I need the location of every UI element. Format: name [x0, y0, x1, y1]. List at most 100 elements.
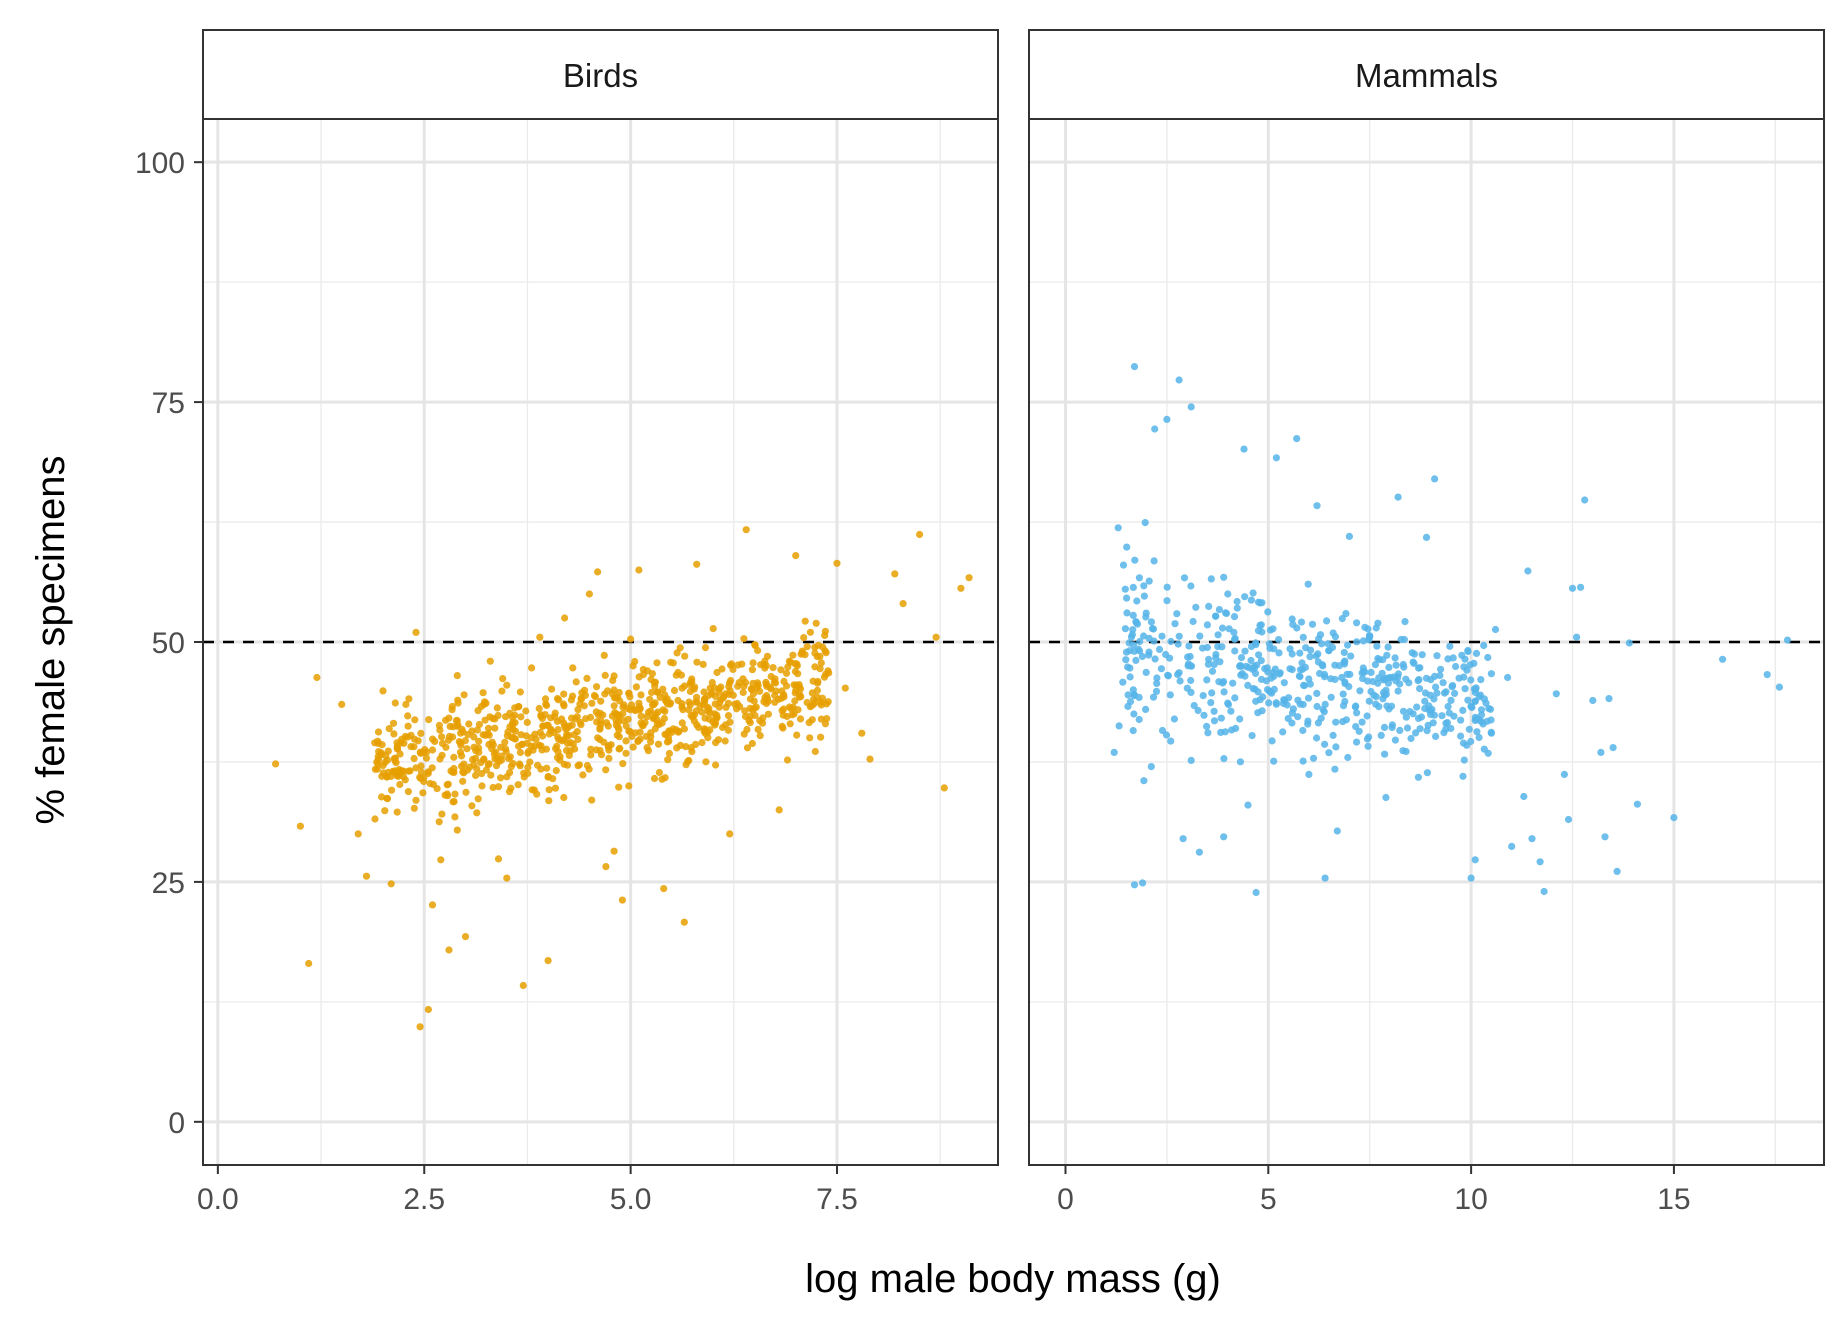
data-point	[444, 780, 452, 788]
data-point	[624, 705, 632, 713]
data-point	[581, 691, 590, 699]
data-point	[809, 696, 818, 704]
data-point	[497, 774, 505, 782]
data-point	[1299, 757, 1307, 765]
data-point	[1266, 644, 1274, 652]
data-point	[1231, 635, 1239, 643]
data-point	[1365, 697, 1373, 705]
data-point	[661, 774, 669, 782]
data-point	[425, 716, 433, 724]
data-point	[1504, 673, 1512, 682]
data-point	[1375, 703, 1383, 711]
data-point	[722, 703, 730, 711]
data-point	[520, 773, 528, 781]
data-point	[522, 732, 530, 740]
data-point	[1384, 643, 1392, 651]
data-point	[574, 706, 582, 714]
data-point	[748, 685, 756, 693]
data-point	[515, 742, 523, 750]
data-point	[391, 699, 399, 707]
data-point	[444, 736, 453, 744]
data-point	[544, 773, 552, 781]
data-point	[375, 748, 383, 756]
data-point	[1363, 712, 1371, 720]
data-point	[1477, 711, 1486, 719]
data-point	[574, 735, 582, 744]
data-point	[371, 815, 379, 823]
data-point	[1375, 674, 1383, 682]
data-point	[1272, 700, 1280, 708]
data-point	[438, 751, 446, 759]
data-point	[1433, 689, 1441, 697]
data-point	[1446, 642, 1454, 650]
data-point	[1367, 668, 1375, 677]
data-point	[1432, 683, 1440, 691]
data-point	[1220, 573, 1228, 581]
data-point	[712, 761, 720, 769]
data-point	[1276, 669, 1284, 677]
data-point	[385, 725, 393, 733]
data-point	[965, 574, 973, 582]
data-point	[1338, 615, 1346, 623]
data-point	[625, 689, 633, 698]
data-point	[1472, 649, 1481, 658]
data-point	[1145, 577, 1153, 585]
data-point	[1331, 675, 1339, 684]
data-point	[1187, 676, 1195, 685]
data-point	[450, 764, 458, 773]
data-point	[712, 739, 720, 747]
data-point	[411, 716, 419, 724]
data-point	[528, 664, 536, 672]
data-point	[384, 747, 392, 755]
data-point	[818, 694, 827, 702]
data-point	[1345, 532, 1353, 541]
data-point	[655, 768, 664, 777]
data-point	[793, 731, 801, 739]
data-point	[1288, 709, 1296, 717]
data-point	[622, 749, 630, 757]
data-point	[1625, 639, 1633, 647]
data-point	[674, 668, 682, 677]
data-point	[782, 669, 791, 677]
data-point	[1130, 881, 1139, 889]
data-point	[412, 628, 420, 637]
data-point	[701, 714, 709, 722]
data-point	[1358, 718, 1366, 726]
data-point	[429, 780, 437, 789]
data-point	[674, 696, 682, 705]
data-point	[533, 790, 541, 798]
data-point	[1577, 583, 1585, 591]
data-point	[470, 733, 478, 741]
data-point	[401, 732, 409, 741]
data-point	[1461, 685, 1469, 693]
data-point	[725, 679, 734, 687]
data-point	[1185, 642, 1193, 650]
data-point	[1466, 661, 1474, 669]
data-point	[1480, 641, 1488, 650]
data-point	[1313, 734, 1321, 742]
data-point	[806, 628, 815, 636]
data-point	[1189, 617, 1197, 626]
data-point	[692, 740, 700, 749]
data-point	[492, 762, 501, 770]
data-point	[679, 706, 687, 714]
data-point	[646, 695, 654, 703]
data-point	[639, 722, 647, 730]
data-point	[695, 723, 703, 732]
data-point	[664, 756, 672, 764]
data-point	[453, 717, 461, 725]
data-point	[891, 570, 899, 578]
data-point	[637, 712, 645, 720]
data-point	[1449, 654, 1457, 662]
data-point	[800, 634, 808, 642]
data-point	[412, 764, 420, 772]
data-point	[404, 722, 412, 730]
data-point	[1115, 722, 1123, 730]
data-point	[565, 751, 573, 760]
data-point	[428, 746, 437, 754]
data-point	[637, 691, 645, 699]
data-point	[1119, 561, 1128, 569]
data-point	[1405, 679, 1413, 687]
data-point	[472, 771, 480, 780]
data-point	[693, 658, 701, 666]
